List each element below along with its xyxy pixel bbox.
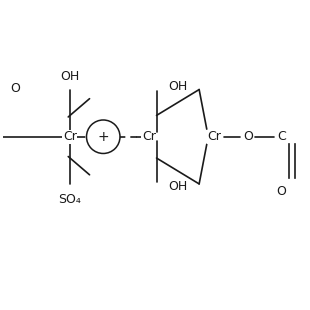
Text: Cr: Cr: [207, 130, 221, 143]
Text: OH: OH: [169, 80, 188, 93]
Text: Cr: Cr: [142, 130, 156, 143]
Text: O: O: [10, 82, 20, 95]
Text: C: C: [277, 130, 286, 143]
Text: OH: OH: [60, 70, 79, 83]
Text: SO₄: SO₄: [58, 193, 81, 206]
Circle shape: [86, 120, 120, 153]
Text: OH: OH: [169, 180, 188, 193]
Text: Cr: Cr: [63, 130, 77, 143]
Text: +: +: [97, 130, 109, 144]
Text: O: O: [277, 185, 286, 198]
Text: O: O: [243, 130, 253, 143]
